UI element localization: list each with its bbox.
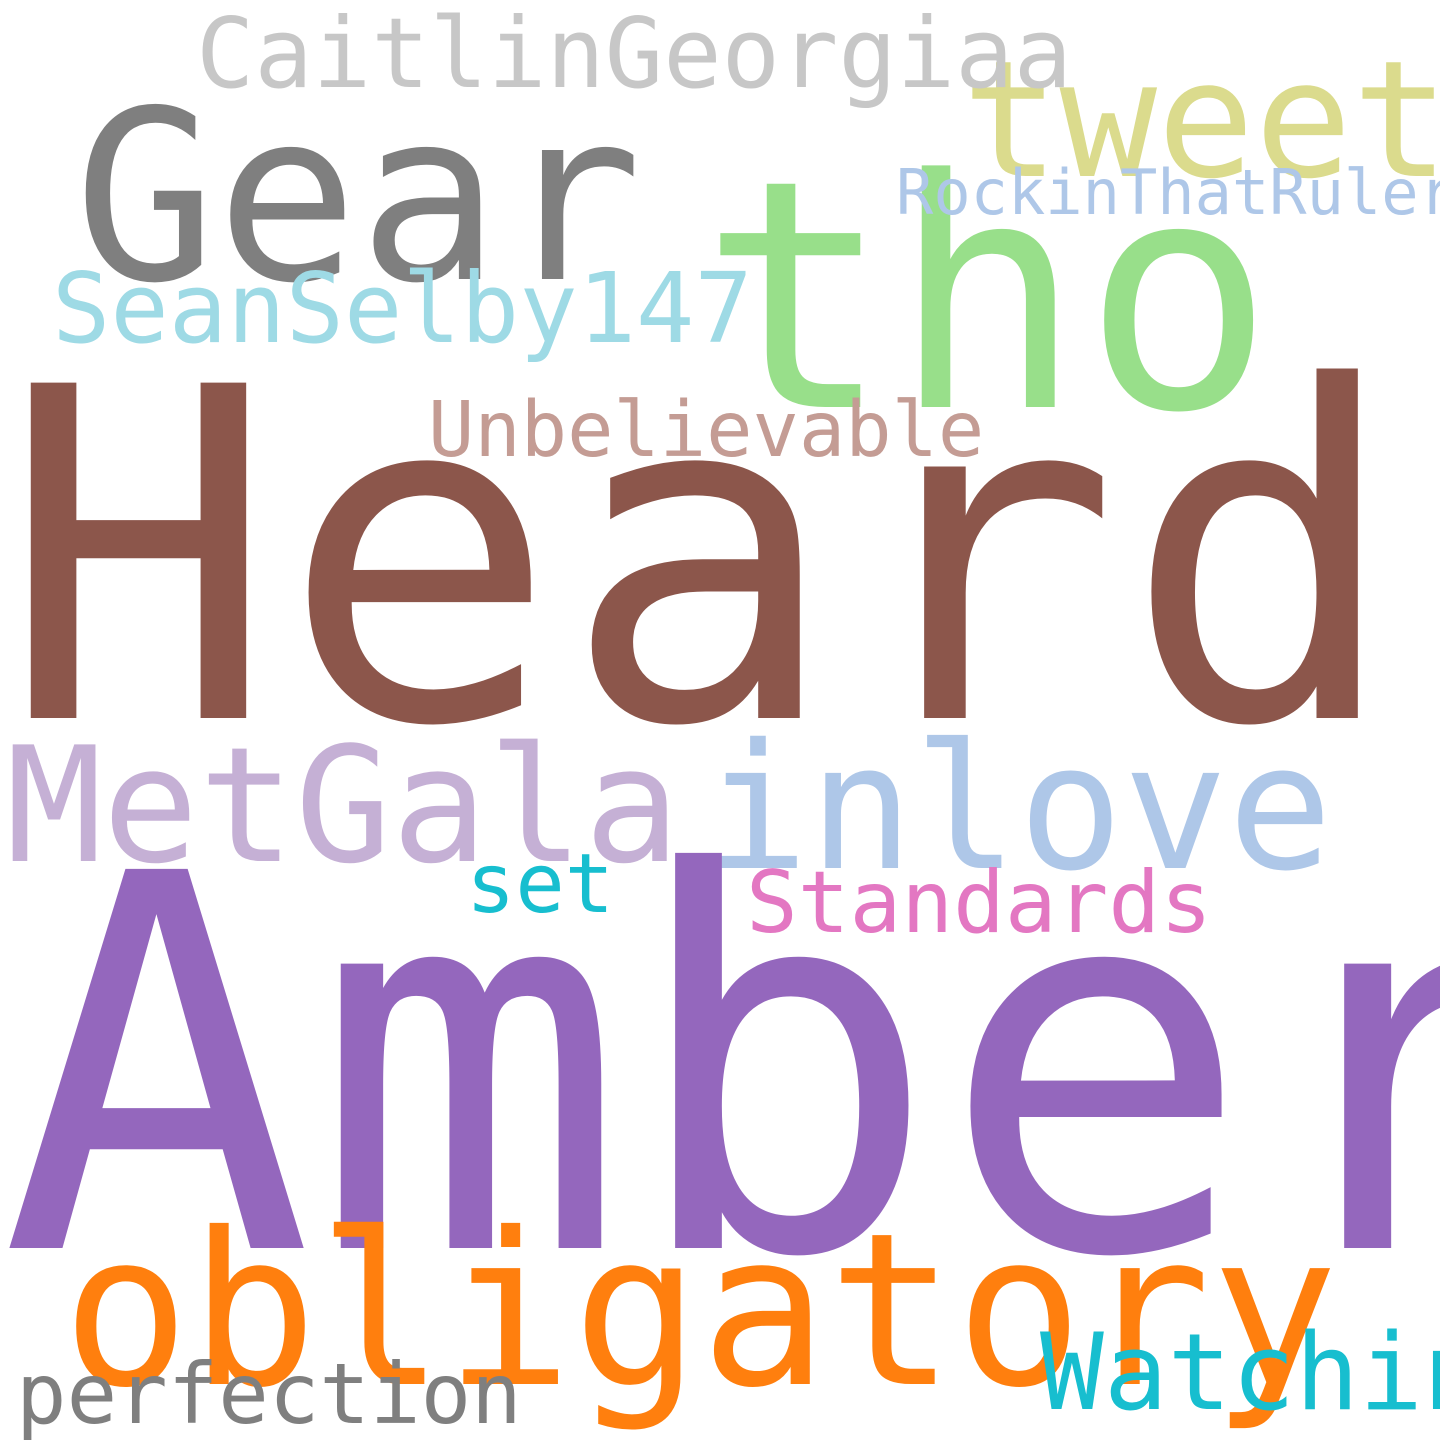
word-set: set — [466, 837, 615, 932]
word-amber: Amber — [0, 765, 1440, 1371]
word-tho: tho — [700, 112, 1275, 482]
word-tweet: tweet — [962, 27, 1440, 215]
word-watching: Watching — [1040, 1311, 1440, 1434]
word-heard: Heard — [0, 292, 1405, 827]
word-standards: Standards — [746, 853, 1212, 953]
word-perfection: perfection — [16, 1345, 522, 1440]
word-unbelievable: Unbelievable — [428, 386, 985, 475]
word-caitlingeorgiaa: CaitlinGeorgiaa — [196, 0, 1072, 110]
word-rockinthatruler: RockinThatRuler — [896, 156, 1440, 229]
word-seanselby147: SeanSelby147 — [52, 252, 753, 365]
word-gear: Gear — [74, 60, 643, 335]
word-inlove: inlove — [704, 707, 1333, 910]
word-obligatory: obligatory — [62, 1187, 1339, 1434]
word-metgala: MetGala — [6, 712, 681, 899]
